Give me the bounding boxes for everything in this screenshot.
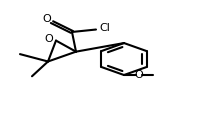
Text: O: O (135, 70, 143, 80)
Text: Cl: Cl (99, 23, 110, 33)
Text: O: O (43, 14, 51, 24)
Text: O: O (45, 34, 53, 44)
